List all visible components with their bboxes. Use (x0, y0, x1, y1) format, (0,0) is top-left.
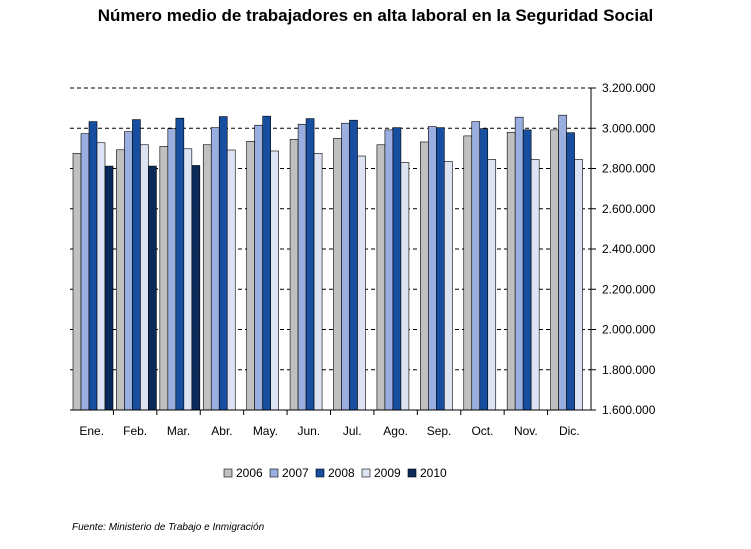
bar-2006-1 (72, 153, 82, 411)
bar-2009-2 (140, 144, 149, 411)
legend-swatch-2010 (407, 468, 417, 478)
bar-2010-3 (191, 165, 201, 411)
bar-2007-11 (514, 116, 524, 411)
bar-2007-12 (558, 114, 567, 411)
x-tick-label: Ene. (79, 424, 104, 438)
x-tick-label: May. (253, 424, 278, 438)
bar-2008-11 (522, 129, 532, 411)
y-tick-label: 2.000.000 (602, 323, 656, 337)
legend-label-2007: 2007 (282, 466, 309, 480)
bar-2007-3 (167, 128, 177, 411)
legend-label-2008: 2008 (328, 466, 355, 480)
bar-2009-10 (487, 159, 497, 411)
bar-2008-5 (262, 115, 271, 411)
legend-swatch-2007 (269, 468, 279, 478)
legend-label-2009: 2009 (374, 466, 401, 480)
bar-2009-6 (313, 153, 323, 411)
bar-2008-9 (436, 127, 445, 411)
legend-swatch-2009 (361, 468, 371, 478)
axes (70, 87, 596, 415)
source-note: Fuente: Ministerio de Trabajo e Inmigrac… (72, 522, 265, 533)
bar-2009-7 (357, 155, 366, 411)
y-tick-label: 1.800.000 (602, 363, 656, 377)
x-tick-label: Dic. (559, 424, 580, 438)
bar-2007-5 (254, 124, 263, 411)
bar-2008-6 (305, 118, 315, 411)
bar-2007-6 (297, 123, 307, 411)
bar-2006-10 (463, 135, 473, 411)
bar-2009-4 (226, 149, 236, 411)
x-tick-label: Jul. (343, 424, 362, 438)
bar-2006-7 (333, 138, 342, 411)
bar-2007-1 (80, 133, 90, 411)
bar-2008-4 (218, 116, 228, 411)
gridlines (70, 87, 591, 371)
y-tick-label: 2.800.000 (602, 162, 656, 176)
bar-2009-5 (270, 150, 279, 411)
bar-2006-6 (289, 139, 299, 411)
bar-2008-2 (132, 119, 141, 411)
bar-2007-2 (124, 131, 133, 411)
bar-2008-10 (479, 128, 489, 411)
bar-2006-4 (202, 144, 212, 411)
y-tick-label: 2.600.000 (602, 202, 656, 216)
x-tick-label: Abr. (211, 424, 232, 438)
bar-2006-5 (246, 141, 255, 411)
y-tick-label: 2.200.000 (602, 282, 656, 296)
x-tick-label: Oct. (471, 424, 493, 438)
bar-2009-8 (400, 162, 410, 411)
bar-2010-1 (104, 165, 114, 411)
bar-2006-11 (506, 131, 516, 411)
x-tick-label: Sep. (427, 424, 452, 438)
x-tick-label: Jun. (297, 424, 320, 438)
bars (72, 114, 583, 411)
bar-2008-1 (88, 121, 98, 411)
bar-2010-2 (148, 165, 157, 411)
legend-label-2006: 2006 (236, 466, 263, 480)
bar-2009-11 (530, 159, 540, 411)
x-tick-label: Mar. (167, 424, 190, 438)
bar-2007-4 (210, 127, 220, 411)
bar-2007-7 (341, 122, 350, 411)
bar-2006-8 (376, 144, 386, 411)
chart-title: Número medio de trabajadores en alta lab… (97, 6, 654, 25)
bar-2009-1 (96, 142, 106, 411)
bar-2008-12 (566, 132, 575, 411)
y-tick-label: 2.400.000 (602, 242, 656, 256)
bar-2008-8 (392, 127, 402, 411)
legend: 2006 2007 2008 2009 2010 (223, 466, 447, 480)
y-tick-label: 1.600.000 (602, 403, 656, 417)
bar-2006-3 (159, 146, 169, 411)
y-tick-label: 3.200.000 (602, 81, 656, 95)
bar-2007-8 (384, 129, 394, 411)
bar-2006-12 (550, 129, 559, 411)
legend-swatch-2008 (315, 468, 325, 478)
legend-label-2010: 2010 (420, 466, 447, 480)
bar-2006-9 (420, 141, 429, 411)
x-tick-label: Nov. (514, 424, 538, 438)
bar-2009-12 (574, 159, 583, 411)
bar-2009-3 (183, 148, 193, 411)
bar-2007-9 (428, 126, 437, 411)
bar-2009-9 (444, 161, 453, 411)
bar-2008-7 (349, 119, 358, 411)
legend-swatch-2006 (223, 468, 233, 478)
bar-2006-2 (116, 149, 125, 411)
x-tick-label: Ago. (383, 424, 408, 438)
x-tick-label: Feb. (123, 424, 147, 438)
y-tick-label: 3.000.000 (602, 121, 656, 135)
bar-2008-3 (175, 117, 185, 411)
y-tick-labels: 1.600.000 1.800.000 2.000.000 2.200.000 2.40… (602, 81, 656, 417)
x-tick-labels: Ene. Feb. Mar. Abr. May. Jun. Jul. Ago. Sep. Oct.… (79, 424, 579, 438)
bar-2007-10 (471, 121, 481, 411)
